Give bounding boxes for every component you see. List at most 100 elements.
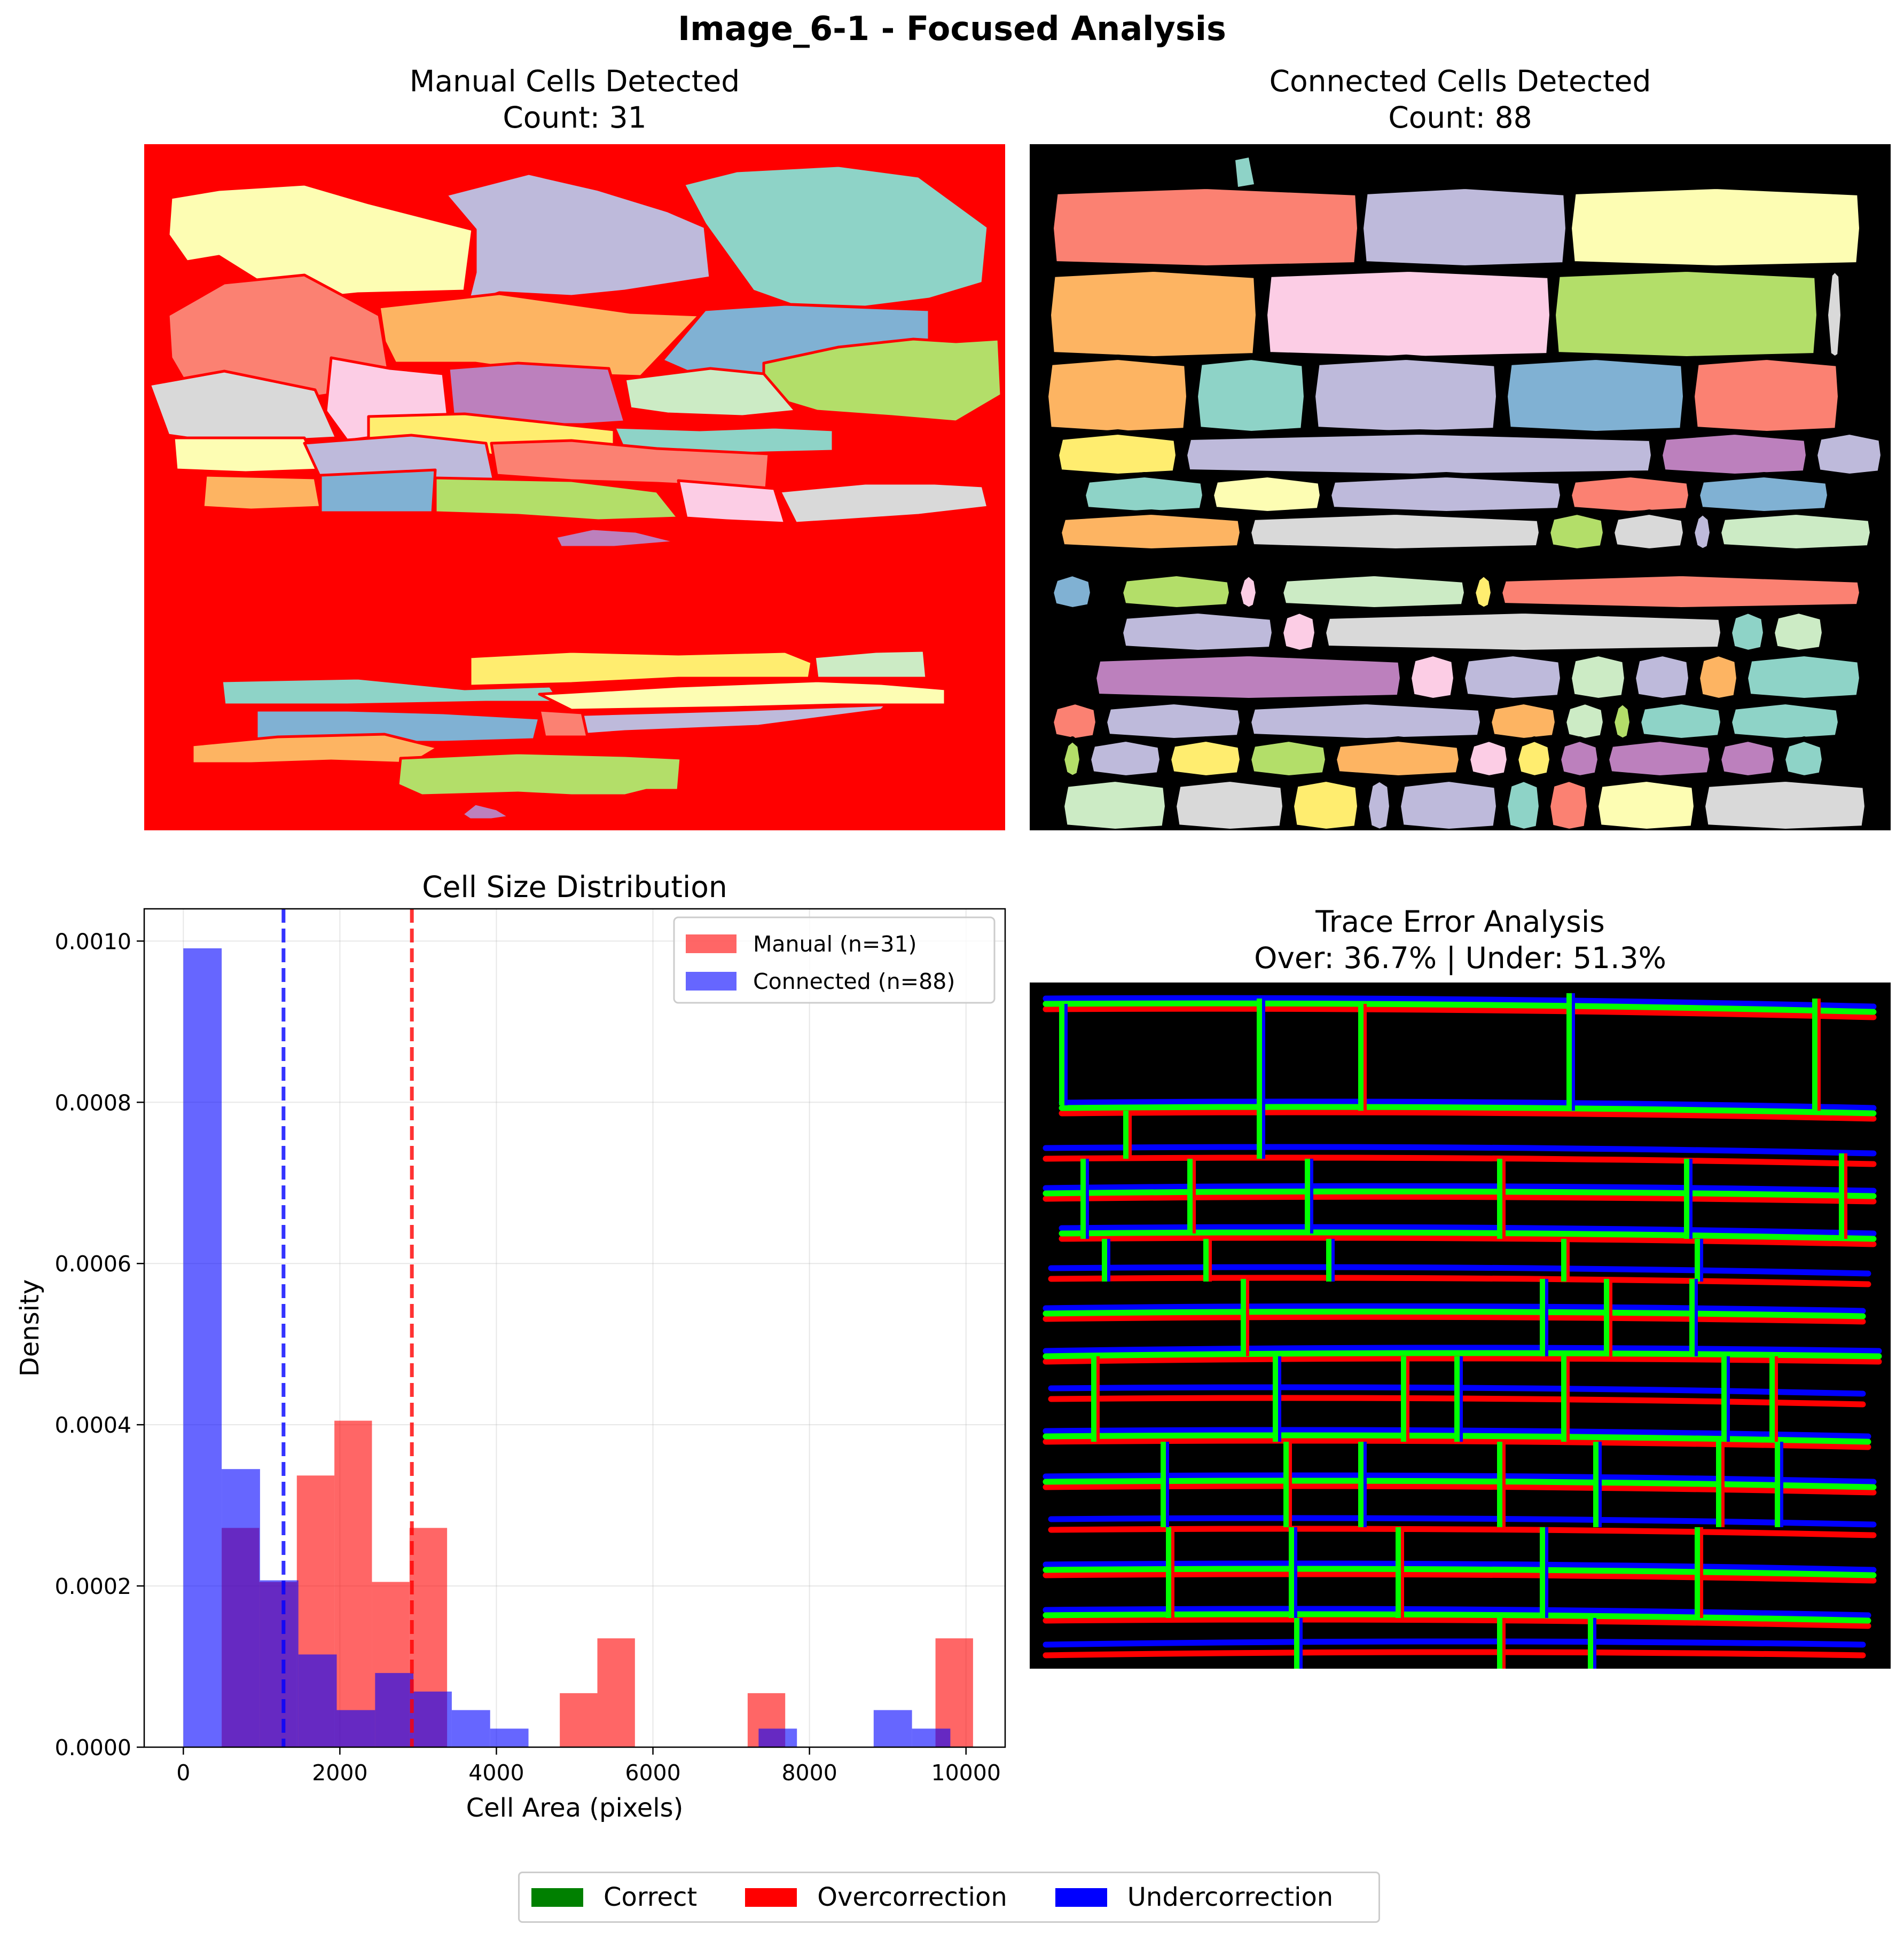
connected-cell-73 bbox=[1235, 158, 1254, 187]
manual-cell-25 bbox=[538, 679, 947, 712]
connected-cell-49 bbox=[1561, 699, 1608, 743]
trace-line-12 bbox=[1059, 1235, 1877, 1247]
y-tick-label-0: 0.0000 bbox=[55, 1735, 131, 1761]
connected-cell-66 bbox=[1289, 776, 1362, 830]
connected-cell-36 bbox=[1727, 608, 1768, 655]
legend-correct-swatch bbox=[531, 1888, 583, 1907]
connected-cell-39 bbox=[1406, 651, 1459, 703]
connected-cell-13 bbox=[1182, 429, 1656, 479]
connected-cell-55 bbox=[1166, 736, 1245, 781]
connected-cell-22 bbox=[1246, 509, 1544, 554]
manual-bar-6 bbox=[560, 1693, 598, 1747]
hist-legend-swatch-1 bbox=[686, 972, 736, 991]
connected-cell-40 bbox=[1460, 651, 1565, 703]
manual-cell-28 bbox=[538, 709, 589, 738]
connected-cells-image bbox=[1030, 144, 1891, 830]
x-tick-label-4: 8000 bbox=[781, 1760, 837, 1786]
legend-overcorrection-swatch bbox=[745, 1888, 797, 1907]
y-tick-label-3: 0.0006 bbox=[55, 1251, 131, 1277]
manual-count: Count: 31 bbox=[503, 100, 647, 135]
connected-cell-62 bbox=[1716, 736, 1779, 781]
connected-bar-2 bbox=[260, 1580, 299, 1747]
trace-panel-title: Trace Error Analysis Over: 36.7% | Under… bbox=[1030, 903, 1891, 976]
hist-legend bbox=[673, 916, 996, 1004]
y-tick-label-4: 0.0008 bbox=[55, 1090, 131, 1115]
connected-cell-64 bbox=[1059, 776, 1170, 830]
connected-cell-11 bbox=[1689, 355, 1843, 436]
manual-cells-svg bbox=[144, 144, 1005, 830]
connected-cell-59 bbox=[1513, 736, 1555, 781]
y-tick-label-5: 0.0010 bbox=[55, 929, 131, 954]
connected-cell-35 bbox=[1321, 608, 1726, 655]
trace-line-0 bbox=[1043, 995, 1877, 1010]
manual-cell-21 bbox=[554, 527, 680, 549]
trace-line-16 bbox=[1043, 1303, 1866, 1314]
connected-cell-52 bbox=[1727, 699, 1843, 743]
connected-cell-53 bbox=[1059, 736, 1085, 781]
connected-cell-20 bbox=[1695, 472, 1832, 516]
connected-cell-44 bbox=[1743, 651, 1864, 703]
connected-bar-4 bbox=[336, 1710, 375, 1747]
trace-line-38 bbox=[1043, 1638, 1866, 1648]
connected-bar-7 bbox=[451, 1710, 490, 1747]
legend-overcorrection-label: Overcorrection bbox=[817, 1882, 1007, 1912]
connected-cell-7 bbox=[1043, 355, 1192, 436]
connected-bar-6 bbox=[413, 1691, 452, 1747]
legend-correct: Correct bbox=[531, 1882, 697, 1912]
connected-cell-2 bbox=[1566, 184, 1864, 271]
trace-line-9 bbox=[1043, 1193, 1877, 1205]
connected-cell-21 bbox=[1056, 509, 1245, 554]
trace-line-30 bbox=[1048, 1515, 1877, 1528]
trace-line-18 bbox=[1043, 1308, 1866, 1319]
connected-count: Count: 88 bbox=[1388, 100, 1532, 135]
trace-line-2 bbox=[1043, 1000, 1877, 1015]
connected-cell-14 bbox=[1657, 429, 1811, 479]
connected-bar-11 bbox=[912, 1728, 951, 1747]
trace-line-5 bbox=[1059, 1104, 1877, 1117]
connected-cell-31 bbox=[1470, 571, 1496, 612]
connected-cell-37 bbox=[1769, 608, 1827, 655]
trace-line-13 bbox=[1059, 1229, 1877, 1242]
connected-cell-51 bbox=[1636, 699, 1726, 743]
connected-cell-24 bbox=[1609, 509, 1688, 554]
connected-cell-60 bbox=[1556, 736, 1603, 781]
connected-cell-9 bbox=[1310, 355, 1501, 436]
manual-cell-23 bbox=[813, 649, 928, 680]
trace-line-8 bbox=[1043, 1183, 1877, 1194]
manual-panel-title: Manual Cells Detected Count: 31 bbox=[144, 63, 1005, 136]
x-tick-label-1: 2000 bbox=[312, 1760, 367, 1786]
manual-cell-13 bbox=[172, 436, 322, 474]
manual-cell-2 bbox=[682, 164, 990, 309]
manual-cell-18 bbox=[434, 476, 680, 522]
trace-line-17 bbox=[1043, 1314, 1866, 1325]
connected-cell-0 bbox=[1048, 184, 1362, 271]
connected-cell-27 bbox=[1048, 571, 1095, 612]
connected-cell-46 bbox=[1102, 699, 1245, 743]
trace-line-15 bbox=[1048, 1275, 1871, 1287]
connected-cell-1 bbox=[1358, 184, 1571, 271]
figure-title: Image_6-1 - Focused Analysis bbox=[678, 9, 1226, 48]
connected-cell-28 bbox=[1118, 571, 1234, 612]
legend-overcorrection: Overcorrection bbox=[745, 1882, 1007, 1912]
connected-cell-18 bbox=[1326, 472, 1565, 516]
trace-line-3 bbox=[1059, 1098, 1877, 1111]
y-tick-label-1: 0.0002 bbox=[55, 1574, 131, 1599]
manual-cell-17 bbox=[319, 468, 437, 514]
manual-cells-image bbox=[144, 144, 1005, 830]
connected-cell-61 bbox=[1604, 736, 1715, 781]
trace-line-29 bbox=[1043, 1478, 1877, 1490]
legend-correct-label: Correct bbox=[604, 1882, 698, 1912]
connected-cell-54 bbox=[1086, 736, 1165, 781]
manual-cell-31 bbox=[460, 802, 512, 821]
connected-bar-10 bbox=[873, 1710, 912, 1747]
trace-line-28 bbox=[1043, 1483, 1877, 1496]
x-tick-label-0: 0 bbox=[176, 1760, 190, 1786]
manual-cell-20 bbox=[778, 482, 990, 525]
x-axis-label: Cell Area (pixels) bbox=[466, 1793, 684, 1823]
connected-cell-42 bbox=[1631, 651, 1694, 703]
connected-cell-29 bbox=[1235, 571, 1261, 612]
connected-cell-8 bbox=[1193, 355, 1309, 436]
connected-bar-0 bbox=[183, 948, 222, 1747]
legend-undercorrection-label: Undercorrection bbox=[1127, 1882, 1334, 1912]
